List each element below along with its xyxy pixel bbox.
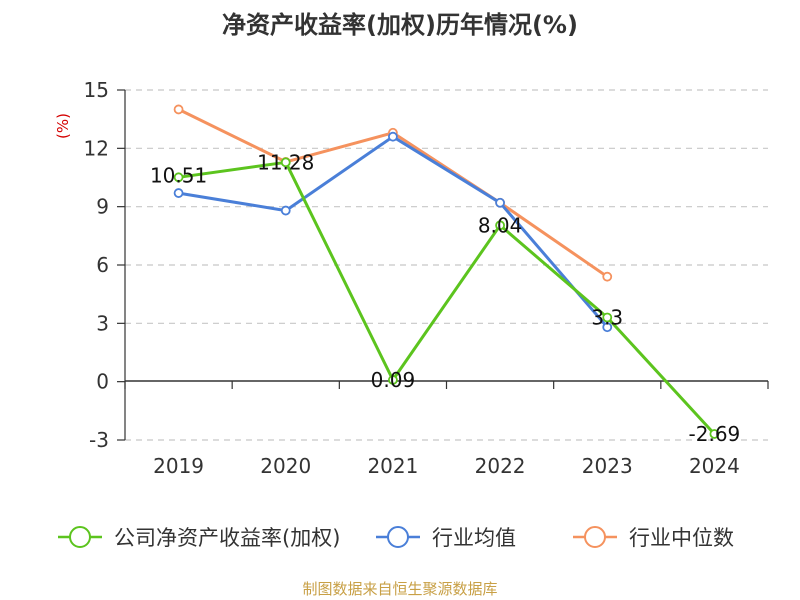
data-label-2021: 0.09 <box>371 368 416 392</box>
data-label-2020: 11.28 <box>257 150 314 174</box>
x-tick-label-2024: 2024 <box>689 454 740 478</box>
x-tick-label-2019: 2019 <box>153 454 204 478</box>
legend-marker-2 <box>584 526 606 548</box>
legend-item-2: 行业中位数 <box>573 526 734 550</box>
point-s1-2022 <box>495 197 505 208</box>
x-tick-label-2020: 2020 <box>260 454 311 478</box>
y-tick-label-9: 9 <box>96 195 109 219</box>
point-s0-2021 <box>388 375 398 385</box>
chart-title: 净资产收益率(加权)历年情况(%) <box>222 11 578 39</box>
legend-marker-1 <box>387 526 409 548</box>
y-tick-label-15: 15 <box>84 78 109 102</box>
point-s0-2019 <box>173 172 184 183</box>
y-tick-label-3: 3 <box>96 311 109 335</box>
point-s1-2021 <box>388 131 398 142</box>
y-axis-unit: (%) <box>54 113 72 139</box>
point-s0-2020 <box>280 157 291 168</box>
series-layer <box>173 104 720 439</box>
x-tick-label-2023: 2023 <box>582 454 633 478</box>
legend-item-1: 行业均值 <box>376 526 516 550</box>
legend-item-0: 公司净资产收益率(加权) <box>58 526 340 550</box>
x-tick-label-2021: 2021 <box>367 454 418 478</box>
x-tick-labels: 2019 2020 2021 2022 2023 2024 <box>153 454 740 478</box>
point-s0-2023 <box>602 312 613 323</box>
y-tick-label-6: 6 <box>96 253 109 277</box>
legend-label-0: 公司净资产收益率(加权) <box>114 526 340 550</box>
series-line-0 <box>177 160 716 436</box>
point-s1-2023 <box>602 322 613 333</box>
data-label-2022: 8.04 <box>478 213 523 237</box>
point-s0-2024 <box>709 429 720 439</box>
data-label-2019: 10.51 <box>150 163 207 187</box>
data-labels: 10.51 11.28 0.09 8.04 3.3 -2.69 <box>150 150 740 446</box>
axes <box>117 89 769 441</box>
legend-label-2: 行业中位数 <box>629 526 734 550</box>
data-label-2023: 3.3 <box>591 306 623 330</box>
point-s1-2020 <box>280 205 291 216</box>
x-tick-label-2022: 2022 <box>475 454 526 478</box>
y-tick-labels: -3 0 3 6 9 12 15 <box>84 78 109 452</box>
y-tick-label-0: 0 <box>96 370 109 394</box>
legend-marker-0 <box>69 526 91 548</box>
point-s1-2019 <box>173 188 184 198</box>
point-s2-2019 <box>173 104 184 115</box>
y-tick-label--3: -3 <box>89 428 109 452</box>
source-note: 制图数据来自恒生聚源数据库 <box>302 580 497 598</box>
legend: 公司净资产收益率(加权) 行业均值 行业中位数 <box>58 526 734 550</box>
grid-lines <box>125 89 768 441</box>
data-label-2024: -2.69 <box>689 422 741 446</box>
point-s0-2022 <box>495 220 505 231</box>
y-tick-label-12: 12 <box>84 136 109 160</box>
legend-label-1: 行业均值 <box>432 526 516 550</box>
point-s2-2023 <box>602 271 613 282</box>
